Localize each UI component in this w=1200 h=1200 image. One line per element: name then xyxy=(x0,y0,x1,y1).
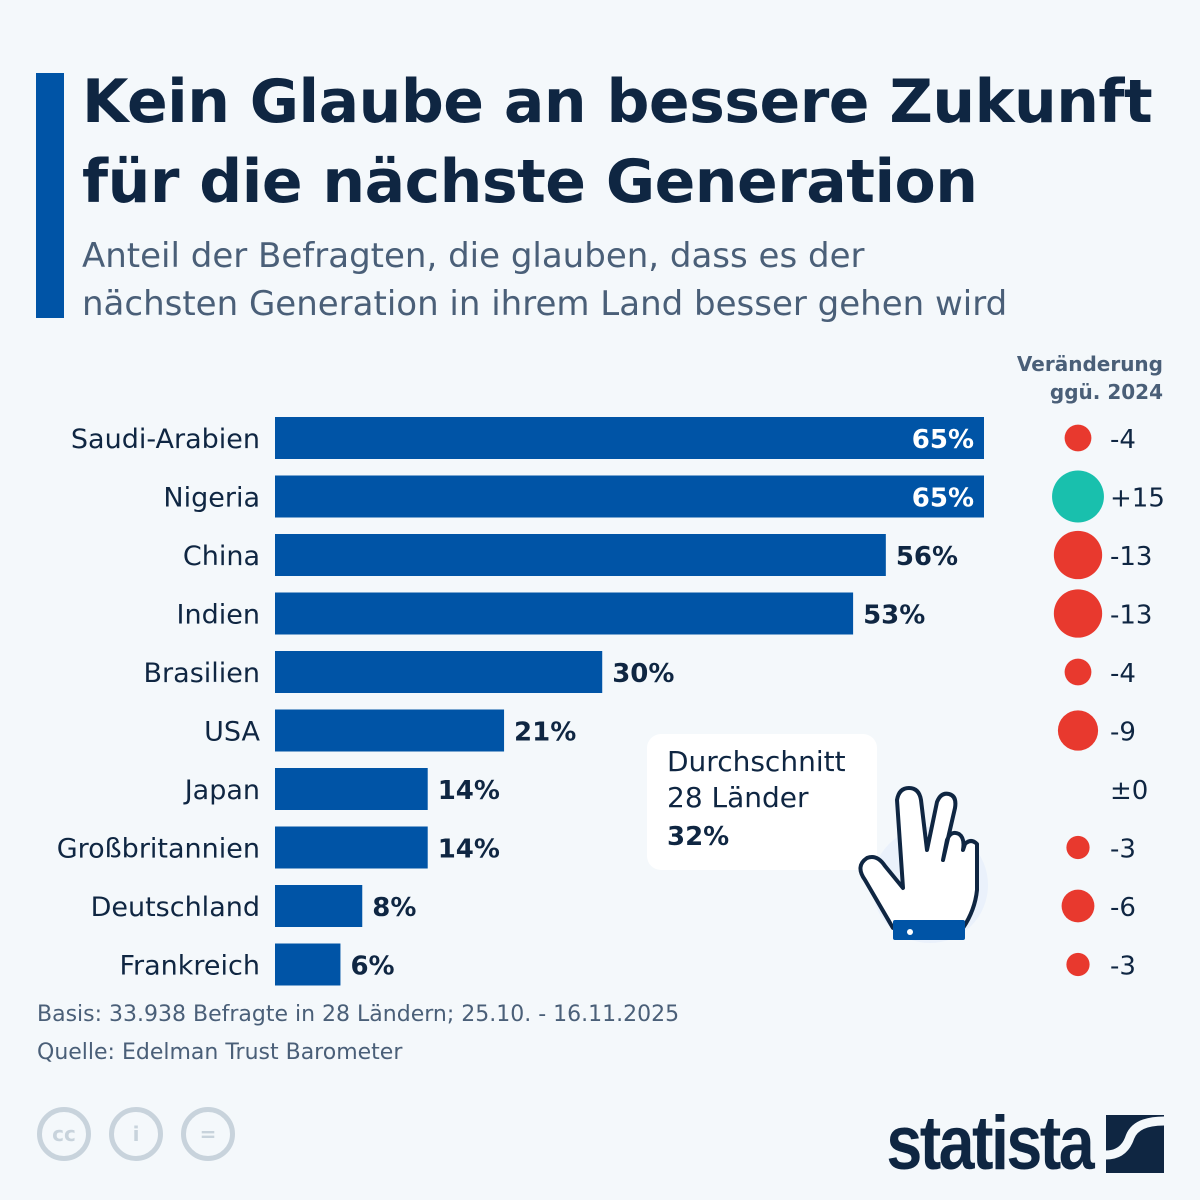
crossed-fingers-hand-icon xyxy=(858,786,988,943)
change-label: -13 xyxy=(1110,542,1152,572)
bar-chart: Saudi-Arabien 65% -4 Nigeria 65% +15 China 56% -… xyxy=(57,417,1165,986)
category-label: Japan xyxy=(183,775,260,806)
value-label: 65% xyxy=(912,425,974,455)
value-label: 14% xyxy=(438,835,500,865)
bar xyxy=(275,709,505,752)
change-label: +15 xyxy=(1110,484,1165,514)
logo-text: statista xyxy=(886,1101,1094,1186)
chart-subtitle: Anteil der Befragten, die glauben, dass … xyxy=(82,232,1007,328)
change-label: -13 xyxy=(1110,601,1152,631)
value-label: 14% xyxy=(438,776,500,806)
category-label: Deutschland xyxy=(91,892,260,923)
change-bubble xyxy=(1053,589,1103,638)
bar xyxy=(275,475,984,518)
change-column-header: Veränderung ggü. 2024 xyxy=(1017,350,1163,406)
callout-line-1: Durchschnitt xyxy=(667,745,846,778)
category-label: USA xyxy=(204,717,260,748)
change-header-line-1: Veränderung xyxy=(1016,352,1163,376)
footer-basis: Basis: 33.938 Befragte in 28 Ländern; 25… xyxy=(37,1002,680,1027)
category-label: China xyxy=(183,541,260,572)
change-bubble xyxy=(1052,470,1104,523)
value-label: 65% xyxy=(912,484,974,514)
category-label: Frankreich xyxy=(119,951,260,982)
bar xyxy=(275,826,428,869)
value-label: 21% xyxy=(514,718,576,748)
category-label: Großbritannien xyxy=(57,834,260,865)
change-label: -9 xyxy=(1110,718,1136,748)
chart-title: Kein Glaube an bessere Zukunft für die nä… xyxy=(82,62,1153,222)
change-label: -4 xyxy=(1110,659,1136,689)
category-label: Saudi-Arabien xyxy=(71,424,260,455)
average-callout: Durchschnitt 28 Länder 32% xyxy=(647,734,877,870)
bar xyxy=(275,885,363,927)
change-label: -3 xyxy=(1110,952,1136,982)
statista-logo[interactable]: statista xyxy=(850,1100,1164,1187)
change-bubble xyxy=(1053,530,1103,580)
change-label: -4 xyxy=(1110,425,1136,455)
bar xyxy=(275,651,603,693)
change-label: -3 xyxy=(1110,835,1136,865)
value-label: 30% xyxy=(612,659,674,689)
value-label: 8% xyxy=(372,893,416,923)
value-label: 53% xyxy=(863,601,925,631)
callout-average-value: 32% xyxy=(667,822,730,852)
subtitle-line-2: nächsten Generation in ihrem Land besser… xyxy=(82,284,1008,324)
statista-logo-icon xyxy=(1106,1114,1164,1173)
bar xyxy=(275,534,886,576)
change-bubble xyxy=(1066,952,1090,977)
title-accent-bar xyxy=(36,73,64,318)
title-line-2: für die nächste Generation xyxy=(82,147,978,217)
change-bubble xyxy=(1061,889,1095,923)
change-bubble xyxy=(1064,658,1092,686)
change-bubble xyxy=(1057,710,1099,751)
change-bubble xyxy=(1066,835,1090,860)
callout-line-2: 28 Länder xyxy=(667,781,809,814)
change-label: ±0 xyxy=(1110,776,1148,806)
bar xyxy=(275,417,984,459)
change-bubble xyxy=(1064,424,1092,452)
change-label: -6 xyxy=(1110,893,1136,923)
value-label: 56% xyxy=(896,542,958,572)
category-label: Indien xyxy=(177,600,260,631)
bar xyxy=(275,943,341,986)
subtitle-line-1: Anteil der Befragten, die glauben, dass … xyxy=(82,236,865,276)
category-label: Brasilien xyxy=(144,658,260,689)
category-label: Nigeria xyxy=(163,483,260,514)
bar xyxy=(275,768,428,810)
attribution-icon[interactable]: i xyxy=(109,1107,163,1161)
bar xyxy=(275,592,854,635)
title-line-1: Kein Glaube an bessere Zukunft xyxy=(82,67,1153,137)
change-header-line-2: ggü. 2024 xyxy=(1049,380,1163,404)
value-label: 6% xyxy=(350,952,394,982)
no-derivatives-icon[interactable]: = xyxy=(181,1107,235,1161)
footer-source: Quelle: Edelman Trust Barometer xyxy=(37,1040,403,1065)
cc-icon[interactable]: cc xyxy=(37,1107,91,1161)
